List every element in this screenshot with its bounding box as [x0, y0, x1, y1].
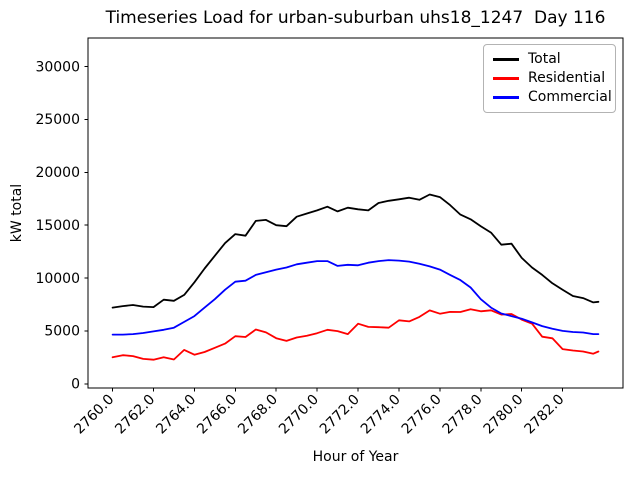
- legend-label: Total: [528, 51, 561, 67]
- x-tick-label: 2768.0: [235, 392, 281, 438]
- axes-frame: [87, 37, 624, 389]
- x-axis-label: Hour of Year: [312, 449, 399, 465]
- series-line-residential: [111, 308, 600, 361]
- x-tick-label: 2776.0: [399, 392, 445, 438]
- legend-label: Residential: [528, 70, 606, 86]
- x-tick-label: 2770.0: [276, 392, 322, 438]
- x-tick-label: 2780.0: [481, 392, 527, 438]
- series-line-commercial: [111, 259, 600, 336]
- x-tick-label: 2772.0: [317, 392, 363, 438]
- y-tick-label: 5000: [44, 324, 80, 340]
- y-tick-label: 30000: [35, 59, 80, 75]
- y-tick-label: 0: [71, 377, 80, 393]
- x-tick-label: 2774.0: [358, 392, 404, 438]
- legend-item-residential: Residential: [493, 69, 607, 88]
- chart-title: Timeseries Load for urban-suburban uhs18…: [105, 8, 606, 28]
- legend-item-commercial: Commercial: [493, 88, 612, 107]
- y-tick-label: 20000: [35, 165, 80, 181]
- legend-line-sample-residential: [493, 77, 519, 80]
- x-tick-label: 2760.0: [71, 392, 117, 438]
- x-tick-label: 2778.0: [440, 392, 486, 438]
- legend-label: Commercial: [528, 89, 612, 105]
- x-tick-label: 2766.0: [194, 392, 240, 438]
- legend-line-sample-total: [493, 58, 519, 61]
- y-tick-label: 25000: [35, 112, 80, 128]
- legend-item-total: Total: [493, 50, 607, 69]
- x-tick-label: 2782.0: [522, 392, 568, 438]
- legend: Total Residential Commercial: [483, 44, 616, 113]
- y-tick-label: 10000: [35, 271, 80, 287]
- x-tick-label: 2762.0: [112, 392, 158, 438]
- y-tick-label: 15000: [35, 218, 80, 234]
- series-line-total: [111, 193, 600, 309]
- x-tick-label: 2764.0: [153, 392, 199, 438]
- legend-line-sample-commercial: [493, 96, 519, 99]
